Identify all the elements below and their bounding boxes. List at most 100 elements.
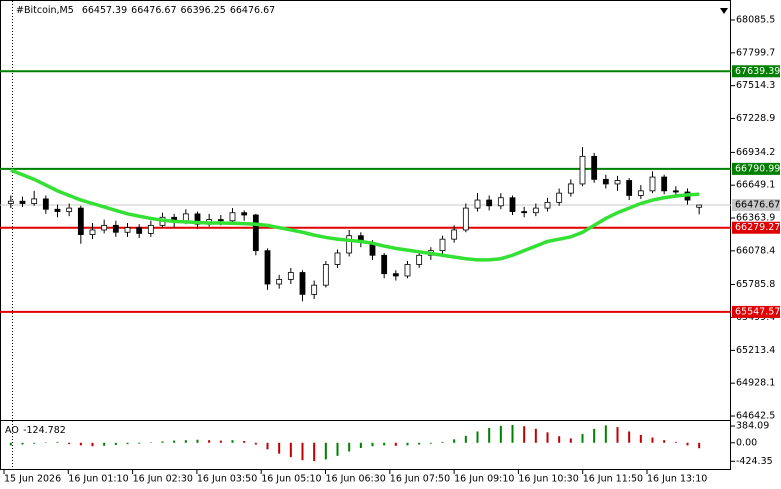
x-tick-label: 15 Jun 2026 [4, 474, 61, 485]
plot-frame [0, 0, 731, 470]
candle-body [66, 207, 73, 212]
candle-body [486, 199, 493, 207]
indicator-tick-label: 0.00 [736, 437, 757, 448]
candle-body [392, 273, 399, 277]
x-tick-label: 16 Jun 11:50 [583, 474, 643, 485]
indicator-name: AO [5, 425, 19, 436]
y-tick-label: 67799.7 [736, 47, 775, 58]
y-tick-label: 66934.2 [736, 147, 775, 158]
candle-body [54, 208, 61, 212]
ohlc-close: 66476.67 [230, 5, 275, 16]
candle-body [626, 180, 633, 196]
candle-body [42, 198, 49, 210]
ohlc-high: 66476.67 [131, 5, 176, 16]
ohlc-open: 66457.39 [82, 5, 127, 16]
scroll-arrow [720, 8, 728, 14]
x-tick-label: 16 Jun 13:10 [647, 474, 707, 485]
x-tick-label: 16 Jun 06:30 [326, 474, 386, 485]
moving-average [10, 168, 700, 262]
y-tick-label: 67228.9 [736, 113, 775, 124]
candle-body [567, 183, 574, 194]
candle-body [311, 284, 318, 295]
candle-body [241, 212, 248, 216]
candle-body [322, 264, 329, 286]
y-tick-label: 66078.4 [736, 245, 775, 256]
candle-body [672, 190, 679, 193]
candle-body [556, 192, 563, 203]
candle-body [532, 207, 539, 214]
indicator-header: AO -124.782 [5, 425, 66, 436]
candle-body [649, 176, 656, 192]
candle-body [521, 211, 528, 214]
candle-body [287, 272, 294, 280]
candle-body [451, 229, 458, 240]
level-label-box [732, 221, 780, 234]
candle-body [229, 212, 236, 222]
level-label: 66279.27 [735, 222, 780, 233]
candle-body [509, 197, 516, 212]
x-tick-label: 16 Jun 01:10 [68, 474, 128, 485]
candle-body [89, 229, 96, 235]
candle-body [252, 214, 259, 252]
x-tick-label: 16 Jun 03:50 [197, 474, 257, 485]
candle-body [124, 227, 131, 233]
indicator-tick-label: -424.35 [736, 456, 773, 467]
candle-body [19, 200, 26, 204]
x-tick-label: 16 Jun 07:50 [390, 474, 450, 485]
candle-body [404, 264, 411, 277]
symbol: #Bitcoin,M5 [16, 5, 74, 16]
candle-body [299, 272, 306, 295]
candle-body [276, 279, 283, 285]
candle-body [439, 238, 446, 252]
candle-body [497, 197, 504, 207]
y-tick-label: 65785.8 [736, 279, 775, 290]
candle-body [661, 176, 668, 192]
candle-body [147, 224, 154, 234]
y-tick-label: 66363.9 [736, 213, 775, 224]
candle-body [381, 254, 388, 275]
candle-body [602, 178, 609, 185]
x-tick-label: 16 Jun 10:30 [518, 474, 578, 485]
y-tick-label: 65213.4 [736, 345, 775, 356]
indicator-value: -124.782 [23, 425, 66, 436]
x-tick-label: 16 Jun 05:10 [261, 474, 321, 485]
candle-body [77, 207, 84, 235]
level-label-box [732, 162, 780, 175]
candle-body [346, 235, 353, 254]
ohlc-low: 66396.25 [181, 5, 226, 16]
candle-body [7, 200, 14, 204]
candle-body [637, 190, 644, 196]
last-price-box [732, 199, 780, 212]
candle-body [31, 198, 38, 204]
level-label: 67639.39 [735, 66, 780, 77]
candle-body [101, 224, 108, 231]
candle-body [614, 180, 621, 185]
y-tick-label: 66649.1 [736, 180, 775, 191]
candle-body [264, 250, 271, 285]
candle-body [696, 204, 703, 208]
candle-body [112, 224, 119, 233]
chart-header: #Bitcoin,M5 66457.39 66476.67 66396.25 66476… [16, 5, 275, 16]
last-price-label: 66476.67 [735, 200, 780, 211]
candle-body [544, 201, 551, 209]
candle-body [136, 227, 143, 234]
candle-body [334, 252, 341, 265]
x-tick-label: 16 Jun 02:30 [133, 474, 193, 485]
candle-body [579, 155, 586, 185]
y-tick-label: 64928.1 [736, 378, 775, 389]
candle-body [462, 207, 469, 231]
level-label-box [732, 305, 780, 318]
candle-body [474, 199, 481, 209]
y-tick-label: 64642.5 [736, 411, 775, 422]
level-label: 66790.99 [735, 163, 780, 174]
x-tick-label: 16 Jun 09:10 [454, 474, 514, 485]
level-label-box [732, 65, 780, 78]
candle-body [217, 219, 224, 222]
y-tick-label: 68085.5 [736, 14, 775, 25]
level-label: 65547.57 [735, 306, 780, 317]
candle-body [591, 155, 598, 180]
indicator-tick-label: 384.09 [736, 421, 769, 432]
candle-body [416, 254, 423, 265]
